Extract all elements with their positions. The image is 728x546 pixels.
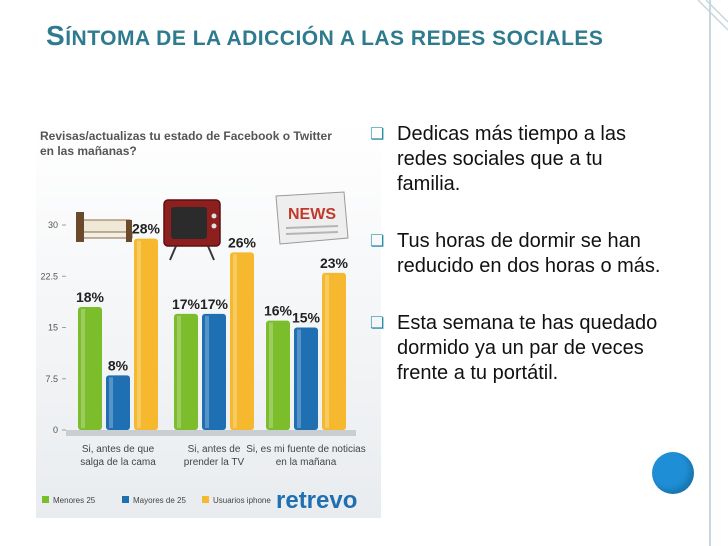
bullet-text: Tus horas de dormir se han reducido en d… bbox=[397, 230, 661, 277]
bar-value-label: 8% bbox=[108, 357, 129, 373]
bar-highlight bbox=[81, 309, 85, 428]
bullet-icon: ❏ bbox=[370, 126, 385, 143]
bar bbox=[106, 375, 130, 430]
legend-swatch bbox=[42, 496, 49, 503]
category-label: Si, antes de prender la TV bbox=[184, 444, 245, 468]
brand-logo: retrevo bbox=[276, 487, 357, 514]
y-tick-label: 7.5 bbox=[45, 374, 58, 384]
category-label: Si, antes de que salga de la cama bbox=[80, 444, 156, 468]
bar bbox=[202, 313, 226, 430]
legend-swatch bbox=[122, 496, 129, 503]
legend-label: Mayores de 25 bbox=[133, 496, 186, 505]
bar bbox=[78, 307, 102, 430]
decorative-circle bbox=[652, 452, 694, 494]
bar-highlight bbox=[269, 322, 273, 428]
bar-highlight bbox=[325, 274, 329, 428]
bullet-list: ❏ Dedicas más tiempo a las redes sociale… bbox=[370, 122, 670, 418]
legend-label: Usuarios iphone bbox=[213, 496, 271, 505]
legend-swatch bbox=[202, 496, 209, 503]
y-tick-label: 15 bbox=[48, 323, 58, 333]
bullet-item: ❏ Dedicas más tiempo a las redes sociale… bbox=[370, 122, 670, 197]
corner-decoration bbox=[697, 0, 728, 31]
bullet-item: ❏ Tus horas de dormir se han reducido en… bbox=[370, 229, 670, 279]
legend-label: Menores 25 bbox=[53, 496, 96, 505]
y-tick-label: 30 bbox=[48, 220, 58, 230]
newspaper-icon: NEWS bbox=[275, 191, 349, 245]
bar-value-label: 23% bbox=[320, 255, 349, 271]
bar-chart: Revisas/actualizas tu estado de Facebook… bbox=[36, 120, 381, 518]
bar-highlight bbox=[109, 377, 113, 428]
bar-value-label: 17% bbox=[172, 296, 201, 312]
bed-icon bbox=[76, 212, 133, 242]
slide-title: SÍNTOMA DE LA ADICCIÓN A LAS REDES SOCIA… bbox=[46, 14, 666, 61]
svg-text:NEWS: NEWS bbox=[288, 206, 336, 223]
bar-highlight bbox=[177, 315, 181, 428]
bullet-icon: ❏ bbox=[370, 233, 385, 250]
bar bbox=[230, 252, 254, 430]
bullet-item: ❏ Esta semana te has quedado dormido ya … bbox=[370, 311, 670, 386]
bullet-text: Esta semana te has quedado dormido ya un… bbox=[397, 312, 658, 384]
slide-border-line bbox=[709, 0, 711, 546]
tv-icon bbox=[163, 199, 221, 261]
category-label: Si, es mi fuente de noticias en la mañana bbox=[246, 444, 366, 468]
y-tick-label: 22.5 bbox=[40, 271, 58, 281]
bar-value-label: 18% bbox=[76, 289, 105, 305]
bar-highlight bbox=[297, 329, 301, 428]
chart-floor bbox=[66, 430, 356, 436]
bar-value-label: 28% bbox=[132, 221, 161, 237]
bar bbox=[322, 272, 346, 430]
bar-highlight bbox=[205, 315, 209, 428]
bullet-icon: ❏ bbox=[370, 315, 385, 332]
y-tick-label: 0 bbox=[53, 425, 58, 435]
bar-value-label: 15% bbox=[292, 310, 321, 326]
chart-title: Revisas/actualizas tu estado de Facebook… bbox=[40, 129, 332, 158]
title-rest: ÍNTOMA DE LA ADICCIÓN A LAS REDES SOCIAL… bbox=[65, 27, 604, 50]
bar bbox=[266, 320, 290, 430]
bar bbox=[134, 238, 158, 430]
bar-highlight bbox=[233, 254, 237, 428]
bar-value-label: 26% bbox=[228, 234, 257, 250]
bar-highlight bbox=[137, 240, 141, 428]
bar-value-label: 16% bbox=[264, 303, 293, 319]
bullet-text: Dedicas más tiempo a las redes sociales … bbox=[397, 123, 626, 195]
bar bbox=[294, 327, 318, 430]
bar-value-label: 17% bbox=[200, 296, 229, 312]
bar bbox=[174, 313, 198, 430]
title-first-letter: S bbox=[46, 20, 66, 51]
